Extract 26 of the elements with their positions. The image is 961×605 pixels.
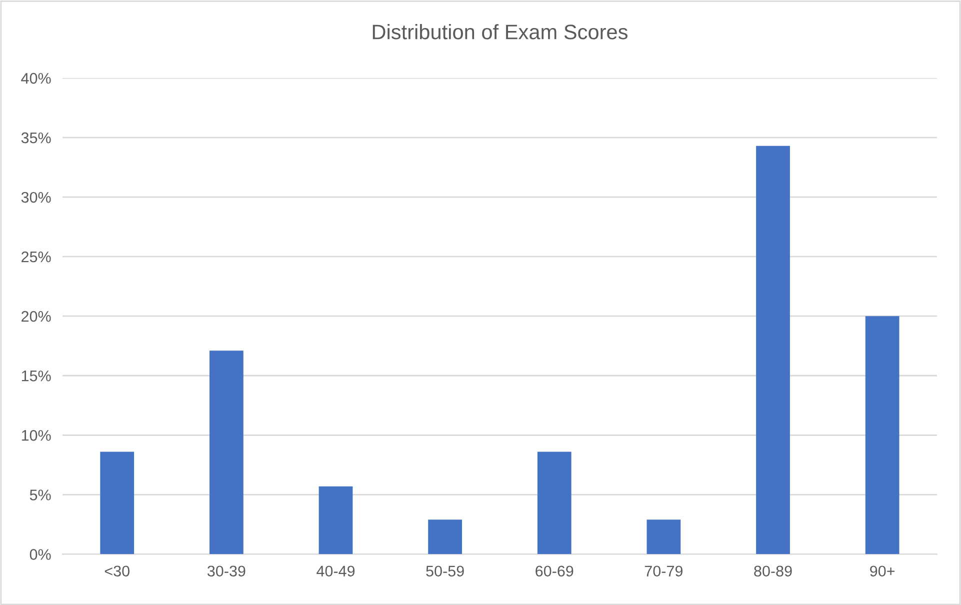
y-tick-label: 5% [30, 490, 51, 500]
bar [756, 146, 790, 554]
chart-title: Distribution of Exam Scores [372, 24, 628, 40]
y-tick-label: 35% [21, 132, 51, 144]
x-tick-label: 40-49 [316, 566, 355, 577]
y-tick-label: 0% [30, 549, 51, 560]
y-tick-label: 40% [21, 72, 51, 84]
x-tick-label: 90+ [870, 566, 895, 577]
bar [537, 452, 572, 554]
x-tick-label: 60-69 [536, 566, 574, 577]
y-tick-label: 25% [22, 251, 51, 262]
bar [100, 452, 134, 554]
y-tick-label: 15% [22, 370, 51, 382]
bar [209, 350, 244, 554]
y-tick-label: 30% [21, 192, 51, 203]
bar [318, 486, 353, 554]
x-tick-label: 30-39 [207, 566, 246, 577]
x-tick-label: 70-79 [644, 566, 683, 577]
bar [646, 520, 681, 554]
y-tick-label: 20% [22, 310, 51, 322]
bar [865, 316, 900, 554]
x-tick-label: 80-89 [754, 566, 792, 577]
x-tick-label: 50-59 [426, 566, 464, 577]
y-tick-label: 10% [22, 430, 51, 441]
bar [428, 520, 462, 554]
x-tick-label: <30 [104, 566, 130, 577]
